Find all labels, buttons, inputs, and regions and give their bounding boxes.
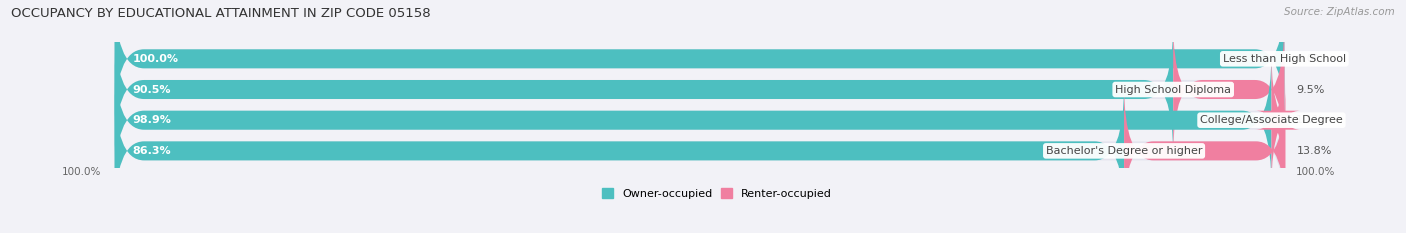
Text: Bachelor's Degree or higher: Bachelor's Degree or higher xyxy=(1046,146,1202,156)
FancyBboxPatch shape xyxy=(115,22,1284,157)
Text: 1.1%: 1.1% xyxy=(1296,115,1324,125)
FancyBboxPatch shape xyxy=(115,0,1284,126)
FancyBboxPatch shape xyxy=(1256,53,1301,187)
Text: Less than High School: Less than High School xyxy=(1223,54,1346,64)
FancyBboxPatch shape xyxy=(115,84,1284,218)
Text: 90.5%: 90.5% xyxy=(132,85,170,95)
Text: 98.9%: 98.9% xyxy=(132,115,172,125)
Text: 100.0%: 100.0% xyxy=(132,54,179,64)
Text: College/Associate Degree: College/Associate Degree xyxy=(1201,115,1343,125)
FancyBboxPatch shape xyxy=(115,22,1173,157)
Legend: Owner-occupied, Renter-occupied: Owner-occupied, Renter-occupied xyxy=(602,188,832,199)
FancyBboxPatch shape xyxy=(115,0,1284,126)
Text: 0.0%: 0.0% xyxy=(1296,54,1324,64)
Text: 9.5%: 9.5% xyxy=(1296,85,1324,95)
Text: OCCUPANCY BY EDUCATIONAL ATTAINMENT IN ZIP CODE 05158: OCCUPANCY BY EDUCATIONAL ATTAINMENT IN Z… xyxy=(11,7,430,20)
FancyBboxPatch shape xyxy=(115,53,1271,187)
Text: 13.8%: 13.8% xyxy=(1298,146,1333,156)
FancyBboxPatch shape xyxy=(115,53,1284,187)
Text: 86.3%: 86.3% xyxy=(132,146,172,156)
FancyBboxPatch shape xyxy=(1123,84,1285,218)
Text: Source: ZipAtlas.com: Source: ZipAtlas.com xyxy=(1284,7,1395,17)
Text: 100.0%: 100.0% xyxy=(1296,167,1336,177)
Text: 100.0%: 100.0% xyxy=(62,167,101,177)
FancyBboxPatch shape xyxy=(115,84,1123,218)
Text: High School Diploma: High School Diploma xyxy=(1115,85,1232,95)
FancyBboxPatch shape xyxy=(1173,22,1284,157)
